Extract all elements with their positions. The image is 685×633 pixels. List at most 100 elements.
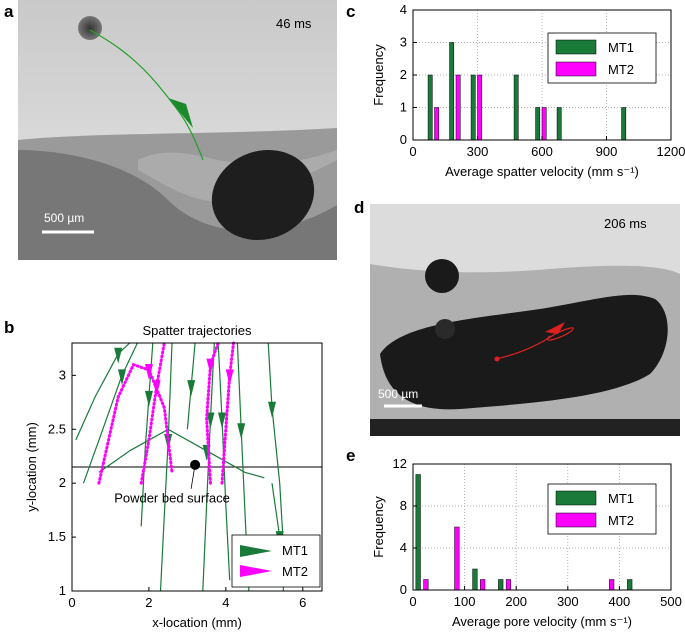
- plot-frame: [412, 463, 672, 591]
- mt2-bar: [434, 107, 440, 141]
- mt1-trajectory: [98, 428, 265, 479]
- legend-label-mt1: MT1: [608, 40, 634, 55]
- legend-swatch-mt1: [555, 490, 597, 506]
- x-tick-label: 100: [454, 594, 476, 609]
- mt2-bar: [477, 74, 483, 141]
- legend-label-mt1: MT1: [282, 543, 308, 558]
- y-tick-label: 2: [59, 475, 66, 490]
- micrograph-d-drawing: 500 µm 206 ms: [370, 204, 680, 436]
- x-tick-label: 6: [299, 595, 306, 610]
- x-axis-label: Average spatter velocity (mm s⁻¹): [445, 164, 639, 179]
- y-tick-label: 4: [400, 2, 407, 17]
- legend-swatch-mt1: [555, 39, 597, 55]
- mt2-trajectory: [220, 341, 235, 485]
- y-axis-label: Frequency: [371, 44, 386, 106]
- x-tick-label: 400: [609, 594, 631, 609]
- mt1-bar: [427, 74, 433, 141]
- mt1-bar: [449, 42, 455, 141]
- mt2-trajectory: [97, 362, 174, 485]
- micrograph-a: 500 µm 46 ms: [18, 0, 337, 260]
- legend-mt2-arrow-icon: [240, 565, 272, 577]
- mt1-arrow-icon: [144, 390, 153, 407]
- panel-letter-a: a: [4, 2, 14, 21]
- spatter-particle: [78, 16, 102, 40]
- x-tick-label: 2: [145, 595, 152, 610]
- mt2-trajectory: [205, 341, 220, 485]
- mt1-bar: [498, 579, 504, 591]
- mt2-arrow-icon: [144, 363, 153, 380]
- mt1-arrow-icon: [268, 401, 276, 418]
- scale-label: 500 µm: [378, 387, 418, 401]
- y-tick-label: 3: [400, 35, 407, 50]
- mt1-arrow-icon: [114, 347, 123, 364]
- pore-arrow-icon: [545, 322, 565, 334]
- y-tick-label: 2: [400, 67, 407, 82]
- micrograph-d: 500 µm 206 ms: [370, 204, 680, 436]
- plot-frame: [71, 342, 323, 592]
- mt1-bar: [470, 74, 476, 141]
- mt2-arrow-icon: [152, 380, 161, 397]
- panel-letter-e: e: [346, 446, 356, 465]
- y-tick-label: 1: [400, 100, 407, 115]
- y-tick-label: 2.5: [48, 421, 66, 436]
- mt2-bar: [455, 74, 461, 141]
- mt1-trajectory: [267, 342, 285, 548]
- x-tick-label: 900: [596, 144, 618, 159]
- x-tick-label: 300: [467, 144, 489, 159]
- mt1-bar: [621, 107, 627, 141]
- powder-bed-annotation: Powder bed surface: [114, 491, 230, 506]
- y-axis-label: y-location (mm): [24, 422, 39, 512]
- mt2-trajectory: [139, 341, 166, 485]
- y-axis-label: Frequency: [371, 496, 386, 558]
- mt1-arrow-icon: [206, 412, 215, 429]
- annotation-pointer: [190, 464, 196, 489]
- x-tick-label: 0: [409, 594, 416, 609]
- mt1-arrow-icon: [218, 412, 226, 429]
- mt1-arrow-icon: [118, 369, 126, 386]
- legend-box: [231, 534, 321, 588]
- legend-label-mt1: MT1: [608, 491, 634, 506]
- mt1-bar: [415, 474, 421, 591]
- pore-trajectory: [494, 327, 574, 360]
- panel-letter-b: b: [4, 318, 15, 337]
- mt2-bar: [541, 107, 547, 141]
- x-tick-label: 0: [409, 144, 416, 159]
- legend-swatch-mt2: [555, 512, 597, 528]
- mt2-arrow-icon: [206, 358, 215, 375]
- legend-label-mt2: MT2: [608, 513, 634, 528]
- time-stamp: 206 ms: [604, 216, 647, 231]
- x-tick-label: 4: [222, 595, 229, 610]
- x-tick-label: 200: [505, 594, 527, 609]
- x-tick-label: 600: [531, 144, 553, 159]
- y-tick-label: 8: [400, 498, 407, 513]
- mt2-bar: [423, 579, 429, 591]
- legend-label-mt2: MT2: [282, 564, 308, 579]
- mt2-bar: [505, 579, 512, 591]
- mt1-trajectory: [82, 342, 138, 484]
- mt1-bar: [472, 568, 478, 591]
- y-tick-label: 3: [59, 367, 66, 382]
- y-tick-label: 1.5: [48, 529, 66, 544]
- scale-label: 500 µm: [44, 211, 84, 225]
- x-tick-label: 1200: [657, 144, 685, 159]
- panel-letter-d: d: [354, 198, 365, 217]
- mt1-arrow-icon: [168, 98, 193, 128]
- mt1-bar: [513, 74, 519, 141]
- y-tick-label: 1: [59, 583, 66, 598]
- mt1-bar: [627, 579, 633, 591]
- legend-mt1-arrow-icon: [240, 545, 272, 557]
- x-tick-label: 500: [660, 594, 682, 609]
- chart-title: Spatter trajectories: [142, 323, 252, 338]
- mt1-arrow-icon: [187, 380, 196, 397]
- mt2-arrow-icon: [225, 369, 234, 386]
- mt1-bar: [535, 107, 541, 141]
- mt1-trajectory: [159, 342, 173, 592]
- x-tick-label: 300: [557, 594, 579, 609]
- spatter-trajectories-chart: Spatter trajectories Powder bed surface 0 2…: [24, 323, 323, 630]
- spatter-velocity-histogram: 0 300 600 900 1200 0 1 2 3 4 Average spatter veloc…: [371, 2, 685, 179]
- mt2-bar: [609, 579, 615, 591]
- mt1-bar: [556, 107, 562, 141]
- pore-velocity-histogram: 0 100 200 300 400 500 0 4 8 12 Average pore veloci…: [371, 456, 682, 629]
- y-tick-label: 4: [400, 540, 407, 555]
- panel-letter-c: c: [346, 2, 356, 21]
